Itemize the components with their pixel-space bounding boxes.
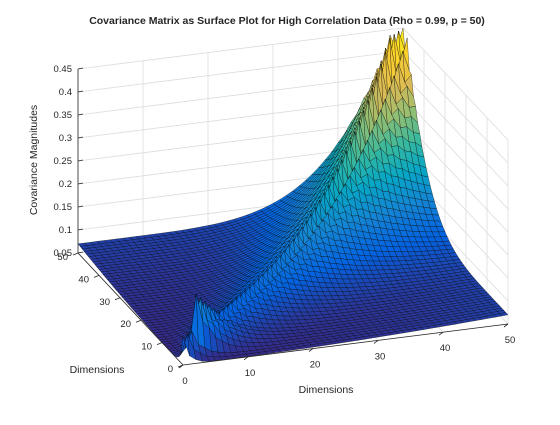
y-tick-label: 30 [99, 297, 110, 308]
z-tick [77, 182, 84, 185]
z-tick [77, 159, 84, 162]
chart-title: Covariance Matrix as Surface Plot for Hi… [89, 15, 485, 27]
z-tick-label: 0.3 [59, 133, 72, 144]
x-tick-label: 10 [245, 368, 256, 379]
y-tick [177, 364, 184, 368]
z-tick-label: 0.2 [59, 179, 72, 190]
y-tick [156, 342, 163, 345]
z-tick [77, 228, 84, 231]
y-tick-label: 40 [78, 274, 89, 285]
x-tick [373, 340, 379, 344]
x-tick [438, 331, 444, 336]
x-axis-line [182, 323, 509, 366]
x-tick-label: 50 [505, 335, 516, 346]
y-tick-label: 20 [120, 319, 131, 330]
y-tick [135, 319, 142, 323]
z-axis-label: Covariance Magnitudes [28, 105, 40, 215]
x-tick-label: 30 [375, 351, 386, 362]
surface-cell [180, 334, 190, 356]
axes-front [72, 67, 509, 369]
z-tick-label: 0.1 [59, 225, 72, 236]
x-tick-label: 0 [182, 376, 187, 387]
x-tick [503, 323, 509, 328]
x-tick [243, 356, 249, 361]
x-tick-label: 20 [310, 360, 321, 371]
x-axis-label: Dimensions [299, 384, 354, 396]
y-tick-label: 10 [141, 342, 152, 353]
x-tick [308, 348, 314, 352]
y-tick [72, 252, 79, 256]
tick-labels: 01020304050010203040500.050.10.150.20.25… [54, 64, 516, 387]
z-tick-label: 0.05 [54, 248, 73, 259]
z-tick-label: 0.45 [54, 64, 73, 75]
z-tick [77, 113, 84, 116]
z-tick [77, 251, 84, 254]
z-tick [77, 67, 84, 70]
y-tick [114, 297, 121, 301]
z-tick-label: 0.35 [54, 110, 73, 121]
z-tick-label: 0.15 [54, 202, 73, 213]
z-tick-label: 0.4 [59, 87, 72, 98]
z-tick [77, 205, 84, 208]
y-axis-line [77, 252, 184, 366]
z-tick-label: 0.25 [54, 156, 73, 167]
y-tick-label: 50 [57, 252, 68, 263]
surface-mesh [77, 27, 509, 362]
y-tick-label: 0 [168, 364, 173, 375]
z-tick [77, 136, 84, 139]
y-axis-label: Dimensions [70, 364, 125, 376]
y-tick [93, 275, 100, 278]
x-tick-label: 40 [440, 343, 451, 354]
z-tick [77, 90, 84, 93]
